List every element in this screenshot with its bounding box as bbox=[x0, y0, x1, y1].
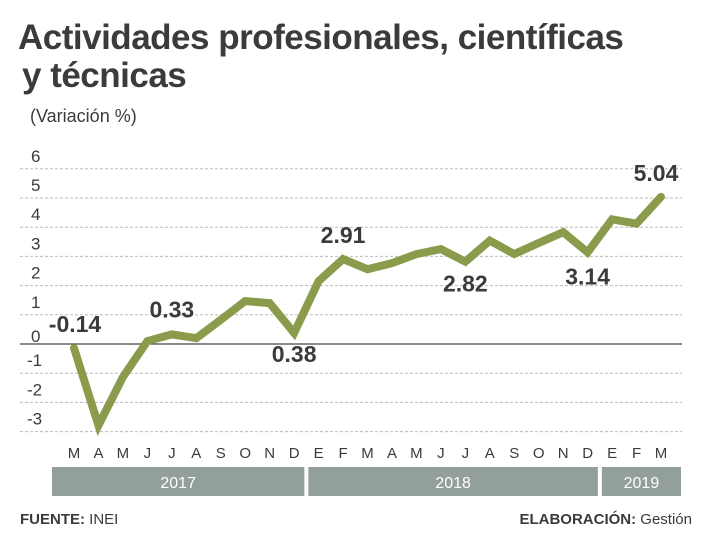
y-tick-label: -3 bbox=[27, 410, 42, 429]
x-tick-label: E bbox=[314, 445, 324, 462]
data-label: 2.82 bbox=[443, 271, 488, 297]
credit-label: ELABORACIÓN: bbox=[519, 511, 637, 528]
y-tick-label: 2 bbox=[31, 264, 40, 283]
x-tick-label: J bbox=[462, 445, 470, 462]
chart-title-line1: Actividades profesionales, científicas bbox=[18, 18, 624, 57]
x-tick-label: J bbox=[437, 445, 445, 462]
y-tick-label: 1 bbox=[31, 293, 40, 312]
year-band bbox=[308, 467, 598, 496]
data-label: 2.91 bbox=[321, 222, 366, 248]
x-tick-label: M bbox=[117, 445, 130, 462]
x-tick-label: S bbox=[216, 445, 226, 462]
y-axis-label: (Variación %) bbox=[30, 106, 137, 126]
source-note: FUENTE: INEI bbox=[20, 511, 118, 528]
x-tick-label: D bbox=[582, 445, 593, 462]
x-tick-label: S bbox=[509, 445, 519, 462]
x-tick-label: E bbox=[607, 445, 617, 462]
x-tick-label: D bbox=[289, 445, 300, 462]
x-tick-label: J bbox=[144, 445, 152, 462]
data-label: 3.14 bbox=[565, 263, 610, 289]
x-tick-label: A bbox=[191, 445, 201, 462]
credit-value: Gestión bbox=[640, 511, 692, 528]
year-label: 2018 bbox=[435, 475, 471, 492]
x-tick-label: O bbox=[533, 445, 545, 462]
year-label: 2019 bbox=[624, 475, 660, 492]
x-tick-label: F bbox=[632, 445, 641, 462]
year-label: 2017 bbox=[160, 475, 196, 492]
x-tick-label: O bbox=[239, 445, 251, 462]
y-tick-label: -1 bbox=[27, 351, 42, 370]
x-tick-label: M bbox=[68, 445, 81, 462]
x-tick-label: N bbox=[264, 445, 275, 462]
year-band bbox=[601, 467, 681, 496]
x-tick-label: M bbox=[410, 445, 423, 462]
x-tick-label: A bbox=[93, 445, 103, 462]
y-tick-label: 0 bbox=[31, 327, 40, 346]
data-label: 0.38 bbox=[272, 341, 317, 367]
credit-note: ELABORACIÓN: Gestión bbox=[519, 511, 692, 528]
data-label: 5.04 bbox=[634, 160, 679, 186]
data-label: -0.14 bbox=[49, 311, 102, 337]
x-tick-label: M bbox=[655, 445, 668, 462]
x-tick-label: M bbox=[361, 445, 374, 462]
y-tick-label: 3 bbox=[31, 234, 40, 253]
y-tick-label: 5 bbox=[31, 176, 40, 195]
data-label: 0.33 bbox=[149, 296, 194, 322]
y-tick-label: -2 bbox=[27, 380, 42, 399]
y-tick-label: 4 bbox=[31, 205, 40, 224]
x-tick-label: A bbox=[485, 445, 495, 462]
x-tick-label: F bbox=[338, 445, 347, 462]
source-value: INEI bbox=[89, 511, 119, 528]
x-tick-label: A bbox=[387, 445, 397, 462]
source-label: FUENTE: bbox=[20, 511, 85, 528]
year-band bbox=[52, 467, 305, 496]
x-tick-label: J bbox=[168, 445, 176, 462]
chart-title-line2: y técnicas bbox=[22, 56, 187, 95]
y-tick-label: 6 bbox=[31, 147, 40, 166]
x-tick-label: N bbox=[558, 445, 569, 462]
